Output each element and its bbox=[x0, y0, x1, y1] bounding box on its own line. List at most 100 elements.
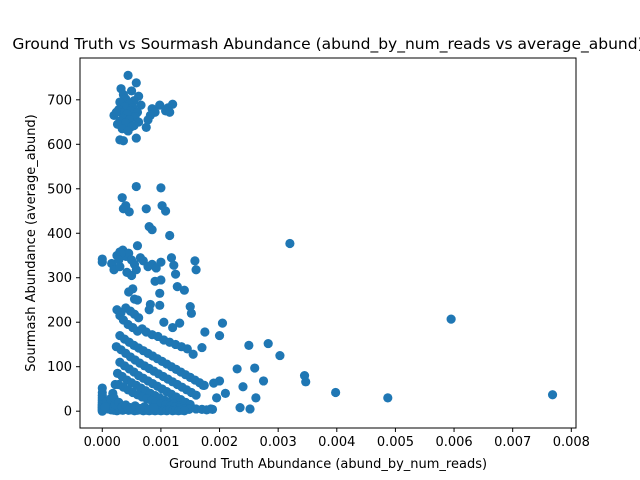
data-point bbox=[126, 86, 137, 96]
data-point bbox=[197, 342, 207, 353]
y-tick-label: 600 bbox=[47, 138, 72, 153]
data-point bbox=[165, 230, 175, 241]
data-point bbox=[117, 193, 127, 203]
data-point bbox=[110, 379, 120, 390]
y-tick-label: 100 bbox=[47, 360, 72, 375]
y-tick-label: 500 bbox=[47, 182, 72, 197]
data-point bbox=[200, 327, 210, 337]
data-point bbox=[190, 256, 200, 266]
data-point bbox=[149, 403, 159, 413]
data-point bbox=[179, 285, 189, 295]
chart-title: Ground Truth vs Sourmash Abundance (abun… bbox=[12, 35, 640, 54]
data-point bbox=[168, 99, 178, 109]
data-point bbox=[123, 70, 133, 80]
data-point bbox=[191, 265, 201, 275]
data-point bbox=[301, 377, 311, 387]
data-point bbox=[186, 308, 196, 318]
data-point bbox=[191, 390, 201, 400]
data-point bbox=[275, 350, 285, 361]
data-point bbox=[155, 288, 165, 298]
x-tick-label: 0.007 bbox=[494, 435, 531, 450]
data-point bbox=[179, 406, 189, 416]
plot-background bbox=[80, 58, 576, 428]
data-point bbox=[143, 115, 153, 125]
y-tick-label: 700 bbox=[47, 93, 72, 108]
data-point bbox=[245, 404, 255, 414]
data-point bbox=[217, 318, 228, 328]
x-tick-label: 0.005 bbox=[377, 435, 414, 450]
data-point bbox=[123, 126, 133, 136]
data-point bbox=[156, 257, 166, 267]
data-point bbox=[159, 317, 169, 327]
y-tick-label: 0 bbox=[64, 405, 72, 420]
data-point bbox=[244, 340, 254, 350]
data-point bbox=[188, 349, 198, 359]
axes bbox=[79, 57, 577, 429]
x-tick-label: 0.002 bbox=[201, 435, 238, 450]
data-point bbox=[124, 287, 134, 297]
data-point bbox=[168, 322, 178, 333]
data-point bbox=[118, 204, 128, 214]
data-point bbox=[238, 382, 248, 392]
data-point bbox=[132, 241, 143, 251]
data-point bbox=[235, 403, 245, 413]
data-point bbox=[155, 100, 165, 110]
data-point bbox=[129, 121, 139, 131]
data-point bbox=[165, 107, 175, 117]
data-point bbox=[258, 376, 269, 386]
data-point bbox=[156, 275, 166, 285]
data-point bbox=[547, 390, 558, 400]
data-point bbox=[212, 393, 222, 403]
data-point bbox=[155, 300, 165, 310]
y-tick-label: 200 bbox=[47, 316, 72, 331]
data-point bbox=[114, 255, 124, 265]
data-point bbox=[131, 78, 141, 88]
data-point bbox=[100, 402, 110, 412]
y-tick-label: 400 bbox=[47, 227, 72, 242]
data-point bbox=[199, 380, 209, 390]
data-point bbox=[220, 388, 230, 398]
x-tick-label: 0.003 bbox=[260, 435, 297, 450]
data-point bbox=[182, 344, 192, 354]
data-point bbox=[250, 363, 260, 373]
y-axis-ticks: 0 100 200 300 400 500 600 700 bbox=[47, 93, 80, 420]
data-point bbox=[147, 225, 157, 235]
data-point bbox=[232, 364, 242, 374]
data-point bbox=[263, 338, 273, 349]
x-tick-label: 0.008 bbox=[553, 435, 590, 450]
x-tick-label: 0.000 bbox=[84, 435, 121, 450]
x-tick-label: 0.004 bbox=[318, 435, 355, 450]
data-point bbox=[446, 314, 456, 324]
data-point bbox=[172, 282, 182, 292]
data-point bbox=[214, 330, 225, 341]
data-point bbox=[169, 260, 179, 270]
data-point bbox=[97, 257, 107, 267]
data-point bbox=[136, 100, 146, 110]
x-tick-label: 0.006 bbox=[435, 435, 472, 450]
data-point bbox=[161, 206, 171, 216]
data-point bbox=[111, 107, 121, 117]
data-point bbox=[131, 181, 141, 192]
data-point bbox=[141, 122, 151, 132]
data-point bbox=[131, 133, 141, 143]
data-point bbox=[118, 136, 128, 146]
data-point bbox=[209, 378, 219, 388]
data-point bbox=[175, 318, 185, 328]
data-point bbox=[251, 393, 261, 403]
data-point bbox=[207, 404, 218, 415]
data-point bbox=[331, 387, 341, 398]
x-axis-label: Ground Truth Abundance (abund_by_num_rea… bbox=[169, 457, 487, 472]
x-tick-label: 0.001 bbox=[142, 435, 179, 450]
data-point bbox=[144, 305, 154, 315]
data-point bbox=[170, 269, 181, 279]
data-point bbox=[131, 265, 141, 275]
data-point bbox=[383, 393, 393, 403]
data-point bbox=[132, 295, 143, 305]
data-points bbox=[97, 70, 558, 416]
data-point bbox=[156, 183, 166, 193]
plot-frame bbox=[79, 57, 577, 429]
data-point bbox=[166, 253, 177, 263]
data-point bbox=[285, 238, 295, 249]
y-tick-label: 300 bbox=[47, 271, 72, 286]
